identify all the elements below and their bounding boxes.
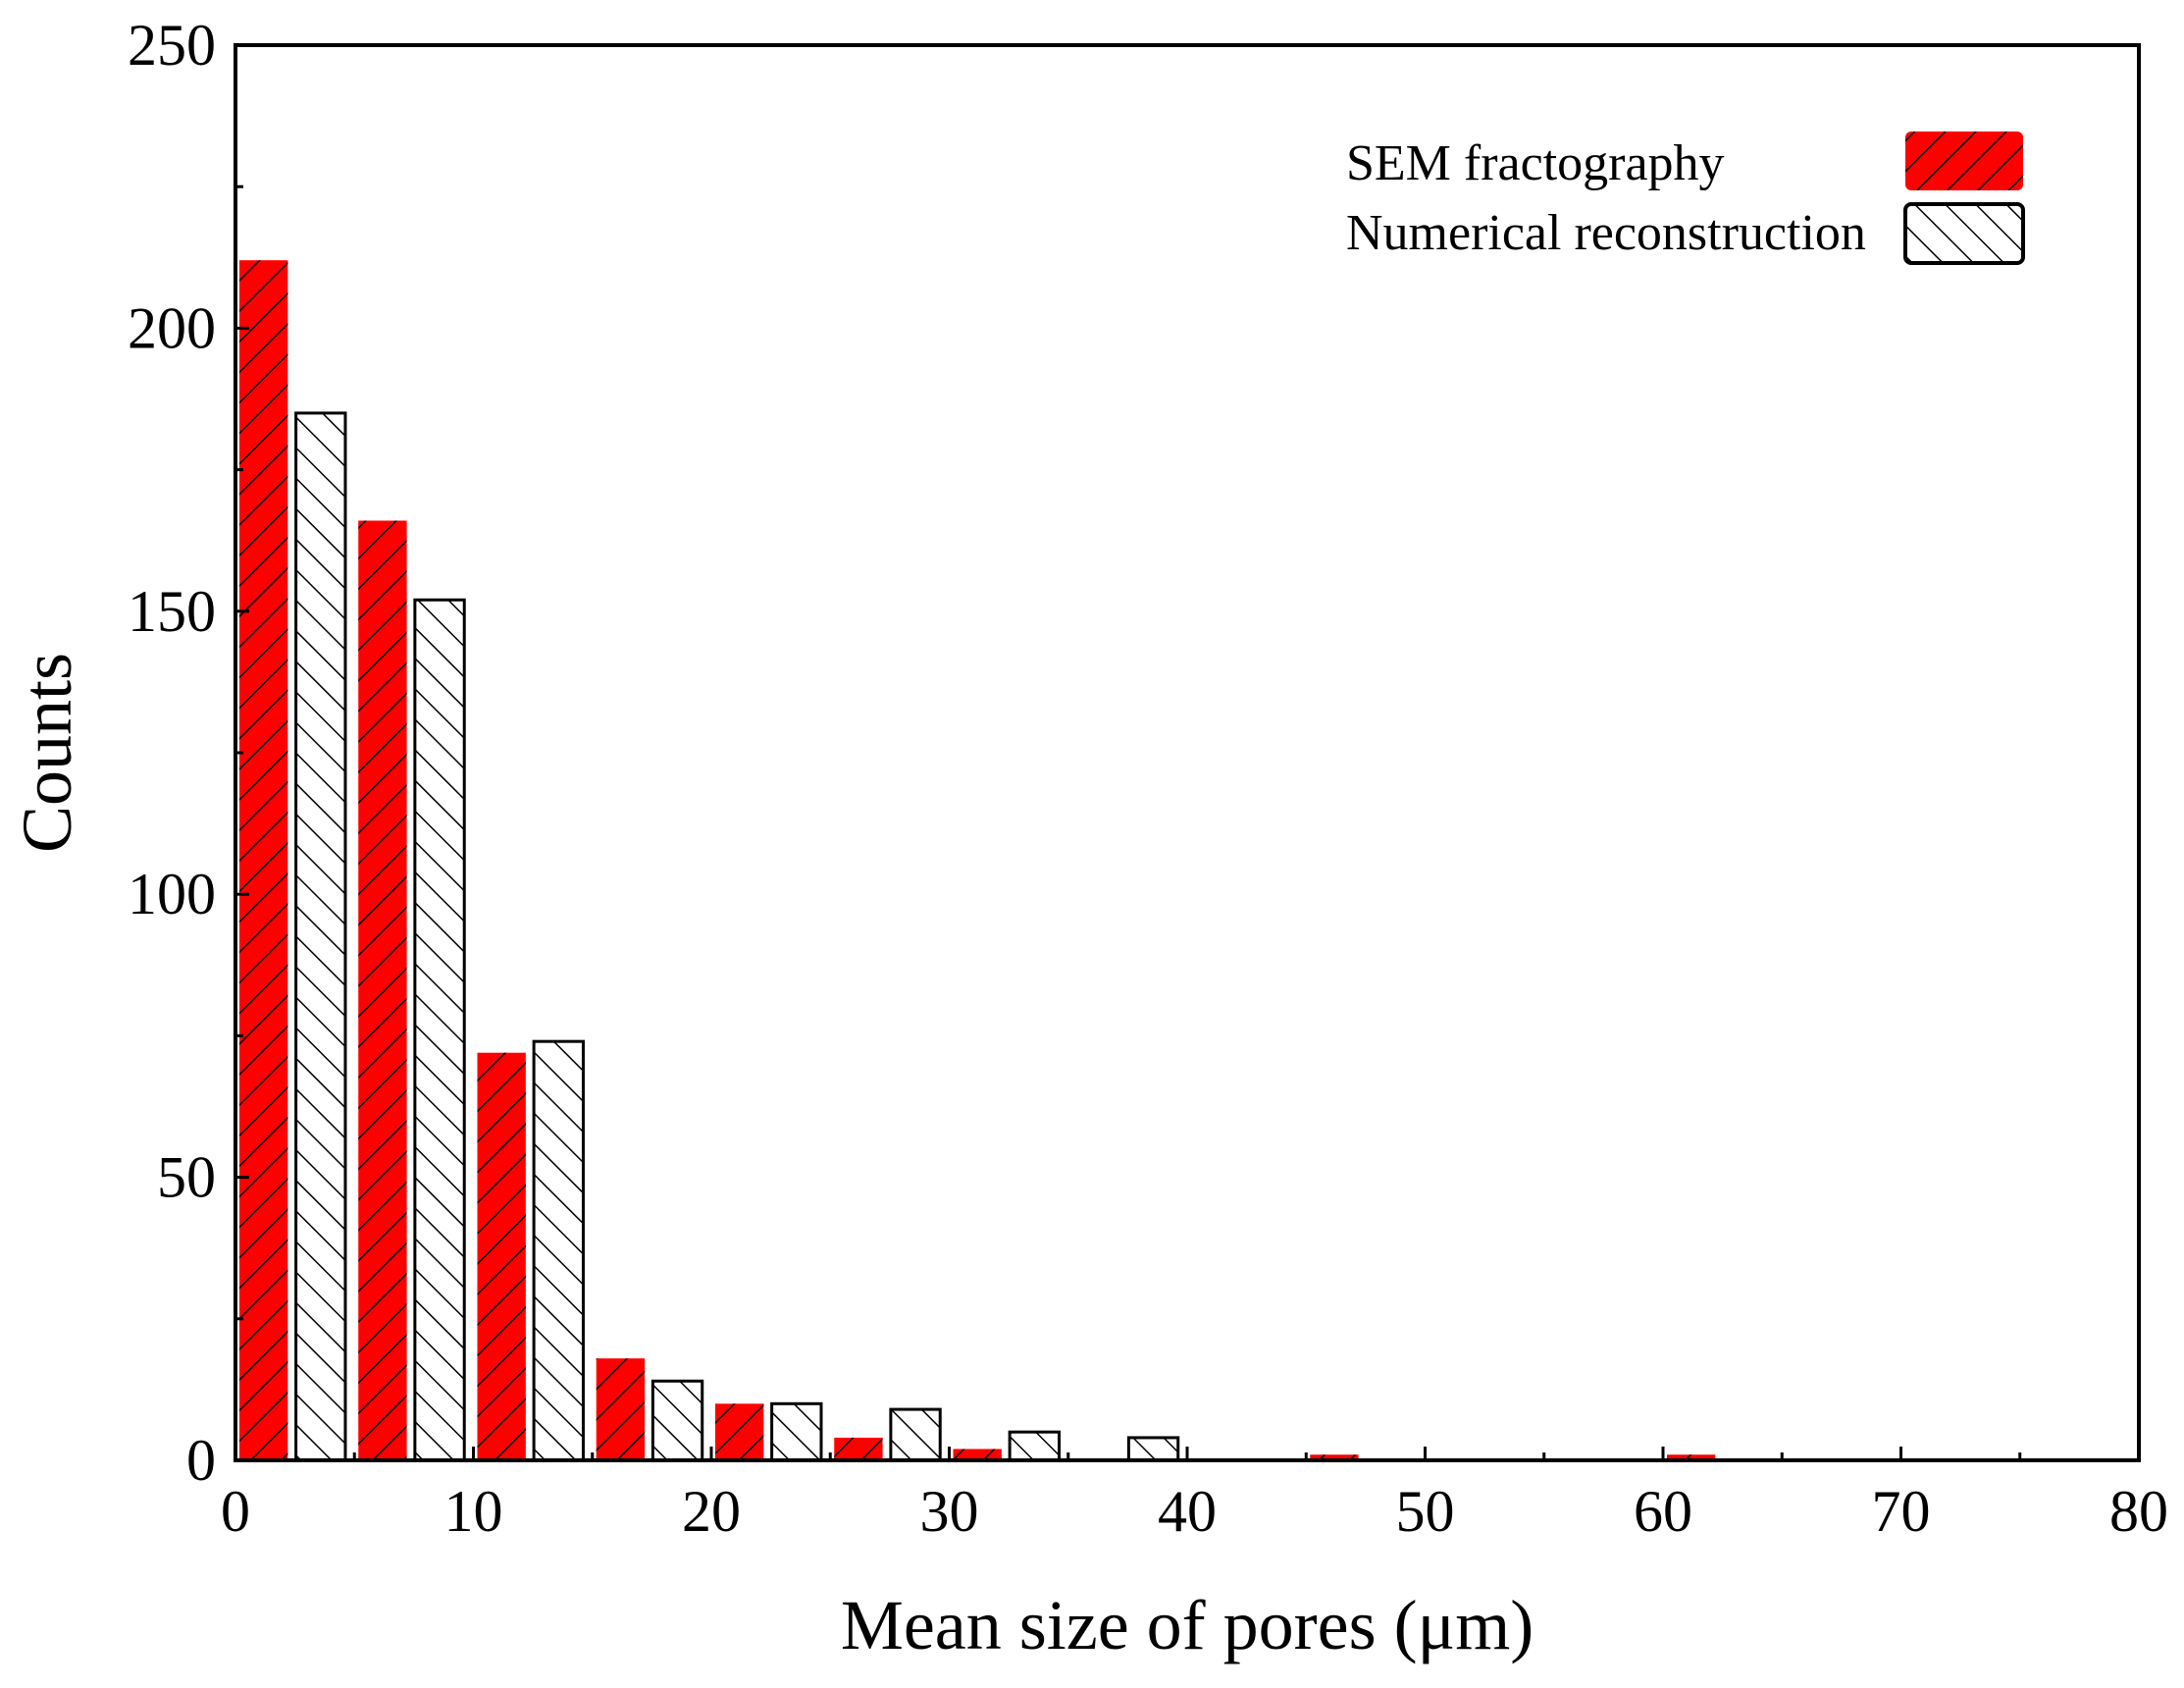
bar-hatch xyxy=(532,1039,585,1462)
legend-label-sem-fractography: SEM fractography xyxy=(1346,135,1725,191)
bar-numerical-reconstruction-35 xyxy=(1126,1436,1180,1462)
bar-sem-fractography-60 xyxy=(1667,1454,1716,1460)
bar-hatch xyxy=(650,1379,704,1462)
x-tick-label: 70 xyxy=(1872,1479,1931,1544)
bar-sem-fractography-10 xyxy=(477,1052,526,1460)
bar-hatch xyxy=(770,1401,823,1462)
x-tick-label: 50 xyxy=(1396,1479,1455,1544)
bar-numerical-reconstruction-25 xyxy=(889,1407,942,1462)
x-tick-label: 20 xyxy=(682,1479,741,1544)
bar-hatch xyxy=(953,1449,1002,1460)
bar-sem-fractography-5 xyxy=(358,520,407,1460)
bar-sem-fractography-25 xyxy=(834,1437,883,1460)
bar-hatch xyxy=(834,1437,883,1460)
legend: SEM fractography Numerical reconstructio… xyxy=(1346,132,2025,265)
bar-hatch xyxy=(358,520,407,1460)
x-tick-label: 60 xyxy=(1634,1479,1692,1544)
bar-sem-fractography-15 xyxy=(596,1358,646,1460)
bar-hatch xyxy=(239,260,288,1461)
y-axis-title: Counts xyxy=(8,653,86,853)
y-tick-label: 150 xyxy=(128,579,216,644)
bar-hatch xyxy=(477,1052,526,1460)
y-tick-label: 250 xyxy=(128,13,216,78)
bar-hatch xyxy=(1667,1454,1716,1460)
legend-label-numerical-reconstruction: Numerical reconstruction xyxy=(1346,205,1866,261)
bar-hatch xyxy=(1310,1454,1359,1460)
bar-hatch xyxy=(715,1403,764,1460)
x-tick-label: 0 xyxy=(221,1479,250,1544)
bar-sem-fractography-45 xyxy=(1310,1454,1359,1460)
y-tick-label: 0 xyxy=(186,1428,216,1493)
x-tick-label: 80 xyxy=(2109,1479,2168,1544)
bar-hatch xyxy=(1008,1430,1061,1462)
bar-numerical-reconstruction-0 xyxy=(294,411,347,1462)
x-tick-label: 30 xyxy=(920,1479,979,1544)
y-tick-label: 100 xyxy=(128,862,216,926)
bar-numerical-reconstruction-15 xyxy=(650,1379,704,1462)
legend-swatch-numerical-reconstruction-hatch xyxy=(1903,202,2025,265)
plot-frame xyxy=(234,43,2141,1462)
y-tick-label: 200 xyxy=(128,295,216,360)
bar-hatch xyxy=(596,1358,646,1460)
legend-swatch-sem-fractography-hatch xyxy=(1905,132,2023,190)
bar-sem-fractography-0 xyxy=(239,260,288,1461)
bar-hatch xyxy=(294,411,347,1462)
x-axis-title: Mean size of pores (μm) xyxy=(841,1586,1534,1664)
bar-numerical-reconstruction-10 xyxy=(532,1039,585,1462)
bar-hatch xyxy=(1126,1436,1180,1462)
bar-sem-fractography-30 xyxy=(953,1449,1002,1460)
bar-numerical-reconstruction-5 xyxy=(413,598,466,1462)
bar-hatch xyxy=(413,598,466,1462)
axis-tick-labels: 0 10 20 30 40 50 60 70 80 0 50 100 150 200 250 xyxy=(128,13,2168,1544)
x-tick-label: 40 xyxy=(1158,1479,1217,1544)
bar-numerical-reconstruction-20 xyxy=(770,1401,823,1462)
bar-numerical-reconstruction-30 xyxy=(1008,1430,1061,1462)
bar-hatch xyxy=(889,1407,942,1462)
x-tick-label: 10 xyxy=(444,1479,503,1544)
bar-group xyxy=(239,260,1716,1462)
y-tick-label: 50 xyxy=(157,1145,216,1210)
bar-sem-fractography-20 xyxy=(715,1403,764,1460)
